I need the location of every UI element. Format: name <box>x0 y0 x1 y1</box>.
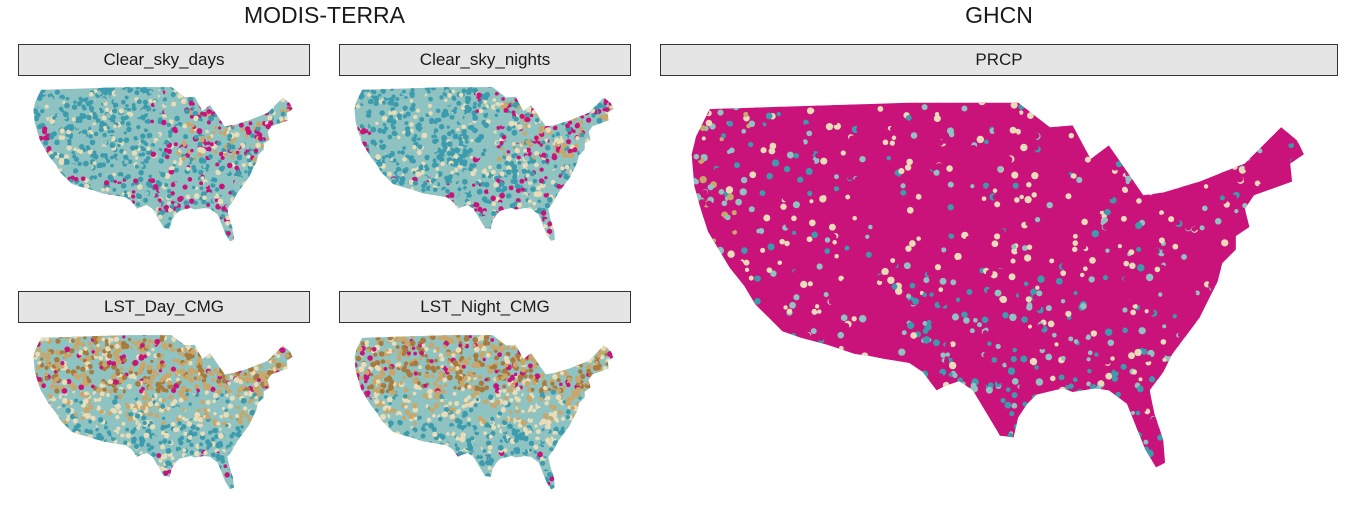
facet-strip-clear-sky-nights: Clear_sky_nights <box>339 44 631 76</box>
modis-group-title: MODIS-TERRA <box>244 2 405 28</box>
us-map-clear-sky-days <box>33 87 293 242</box>
ghcn-group-title: GHCN <box>965 2 1033 28</box>
us-landmass <box>691 102 1304 468</box>
facet-strip-lst-night-cmg: LST_Night_CMG <box>339 291 631 323</box>
us-landmass <box>33 87 293 242</box>
facet-strip-prcp: PRCP <box>660 44 1338 76</box>
us-map-prcp <box>691 102 1304 468</box>
facet-strip-lst-day-cmg: LST_Day_CMG <box>18 291 310 323</box>
facet-strip-clear-sky-days: Clear_sky_days <box>18 44 310 76</box>
us-map-lst-day-cmg <box>33 335 293 490</box>
us-map-clear-sky-nights <box>354 87 614 242</box>
us-map-lst-night-cmg <box>354 335 614 490</box>
